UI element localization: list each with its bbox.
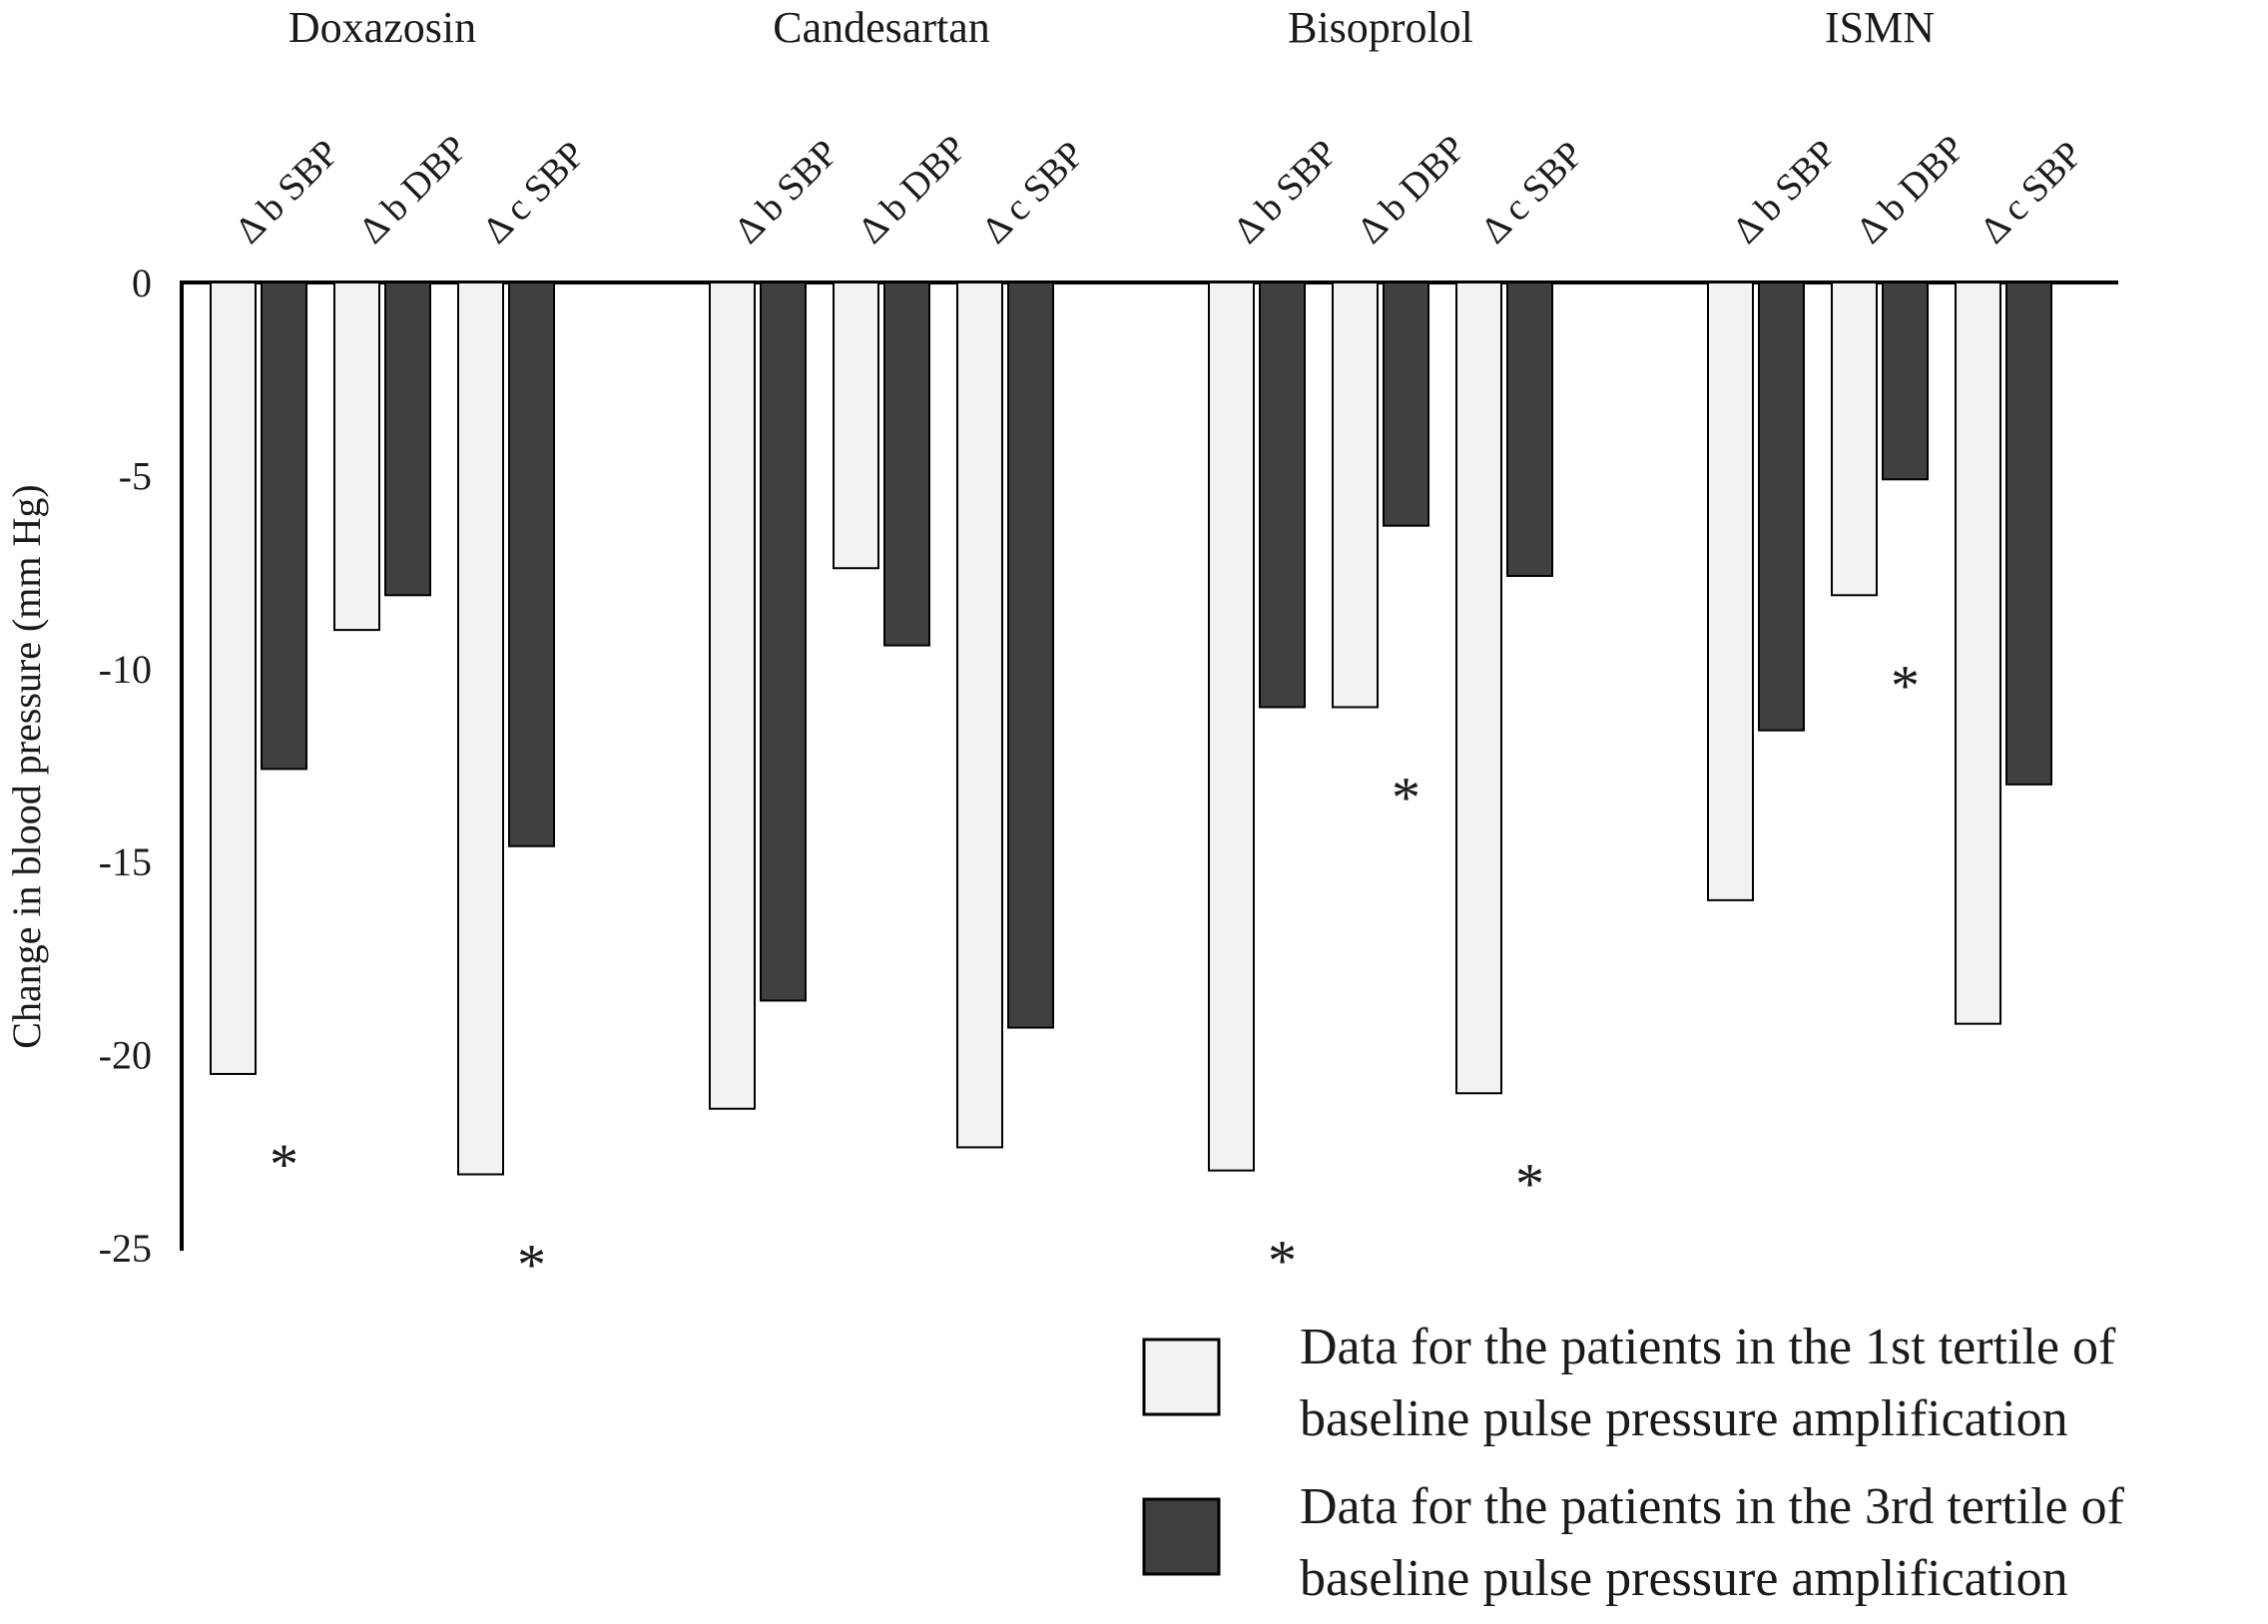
bar-candesartan-b-dbp-1st <box>833 281 879 570</box>
significance-marker: * <box>1268 1229 1297 1294</box>
significance-marker: * <box>517 1233 546 1298</box>
bar-ismn-b-sbp-1st <box>1707 281 1754 901</box>
significance-marker: * <box>1515 1151 1544 1216</box>
bar-candesartan-b-sbp-3rd <box>760 281 807 1002</box>
measure-label-candesartan-b-dbp: Δ b DBP <box>850 128 975 253</box>
y-tick-label: -25 <box>99 1226 152 1271</box>
significance-marker: * <box>1891 653 1920 718</box>
bar-bisoprolol-c-sbp-3rd <box>1506 281 1553 577</box>
significance-marker: * <box>270 1132 298 1197</box>
significance-marker: * <box>1392 765 1420 829</box>
bar-doxazosin-c-sbp-3rd <box>508 281 555 847</box>
y-tick-label: 0 <box>132 261 152 305</box>
legend-label-3rd-line2: baseline pulse pressure amplification <box>1300 1550 2068 1607</box>
legend-label-1st-line2: baseline pulse pressure amplification <box>1300 1390 2068 1447</box>
y-tick-label: -5 <box>119 453 152 498</box>
bar-bisoprolol-b-dbp-1st <box>1332 281 1379 709</box>
measure-label-ismn-b-sbp: Δ b SBP <box>1725 132 1845 252</box>
legend-item-3rd-tertile: Data for the patients in the 3rd tertile… <box>1142 1478 2125 1607</box>
measure-label-bisoprolol-b-dbp: Δ b DBP <box>1350 128 1474 253</box>
bar-bisoprolol-c-sbp-1st <box>1455 281 1502 1095</box>
group-label-ismn: ISMN <box>1825 3 1935 52</box>
significance-markers: * * * * * * <box>270 653 1920 1297</box>
measure-label-candesartan-c-sbp: Δ c SBP <box>974 134 1093 253</box>
bar-doxazosin-b-dbp-3rd <box>384 281 431 597</box>
legend-label-3rd-line1: Data for the patients in the 3rd tertile… <box>1300 1478 2125 1535</box>
bar-candesartan-c-sbp-3rd <box>1007 281 1054 1029</box>
legend-item-1st-tertile: Data for the patients in the 1st tertile… <box>1142 1319 2116 1447</box>
bar-bisoprolol-b-sbp-1st <box>1208 281 1255 1172</box>
measure-label-bisoprolol-c-sbp: Δ c SBP <box>1473 134 1592 253</box>
legend: Data for the patients in the 1st tertile… <box>1142 1319 2125 1607</box>
group-label-bisoprolol: Bisoprolol <box>1288 3 1473 52</box>
measure-label-candesartan-b-sbp: Δ b SBP <box>727 132 847 252</box>
y-axis-label: Change in blood pressure (mm Hg) <box>4 484 49 1048</box>
y-tick-label: -10 <box>99 647 152 692</box>
bar-ismn-b-sbp-3rd <box>1758 281 1805 732</box>
measure-label-bisoprolol-b-sbp: Δ b SBP <box>1226 132 1346 252</box>
group-label-candesartan: Candesartan <box>773 3 989 52</box>
bar-ismn-b-dbp-3rd <box>1882 281 1929 481</box>
group-label-doxazosin: Doxazosin <box>288 3 476 52</box>
bar-bisoprolol-b-sbp-3rd <box>1259 281 1306 709</box>
bar-candesartan-c-sbp-1st <box>956 281 1003 1149</box>
bar-doxazosin-c-sbp-1st <box>457 281 504 1176</box>
bar-ismn-c-sbp-1st <box>1955 281 2001 1025</box>
bar-doxazosin-b-dbp-1st <box>333 281 380 632</box>
y-tick-labels: 0 -5 -10 -15 -20 -25 <box>99 261 152 1271</box>
legend-label-1st-line1: Data for the patients in the 1st tertile… <box>1300 1319 2116 1375</box>
bars <box>210 281 2052 1176</box>
bar-candesartan-b-sbp-1st <box>709 281 756 1110</box>
y-tick-label: -15 <box>99 839 152 884</box>
measure-label-doxazosin-b-sbp: Δ b SBP <box>228 132 347 252</box>
y-tick-label: -20 <box>99 1033 152 1078</box>
legend-swatch-1st-tertile <box>1142 1338 1221 1416</box>
measure-label-ismn-c-sbp: Δ c SBP <box>1973 134 2091 253</box>
measure-label-doxazosin-c-sbp: Δ c SBP <box>475 134 594 253</box>
bar-ismn-c-sbp-3rd <box>2005 281 2052 786</box>
measure-label-doxazosin-b-dbp: Δ b DBP <box>351 128 476 253</box>
bar-ismn-b-dbp-1st <box>1831 281 1878 597</box>
measure-label-ismn-b-dbp: Δ b DBP <box>1849 128 1974 253</box>
bar-doxazosin-b-sbp-1st <box>210 281 257 1075</box>
bar-bisoprolol-b-dbp-3rd <box>1383 281 1429 527</box>
bar-doxazosin-b-sbp-3rd <box>261 281 307 771</box>
bar-candesartan-b-dbp-3rd <box>883 281 930 647</box>
legend-swatch-3rd-tertile <box>1142 1497 1221 1576</box>
